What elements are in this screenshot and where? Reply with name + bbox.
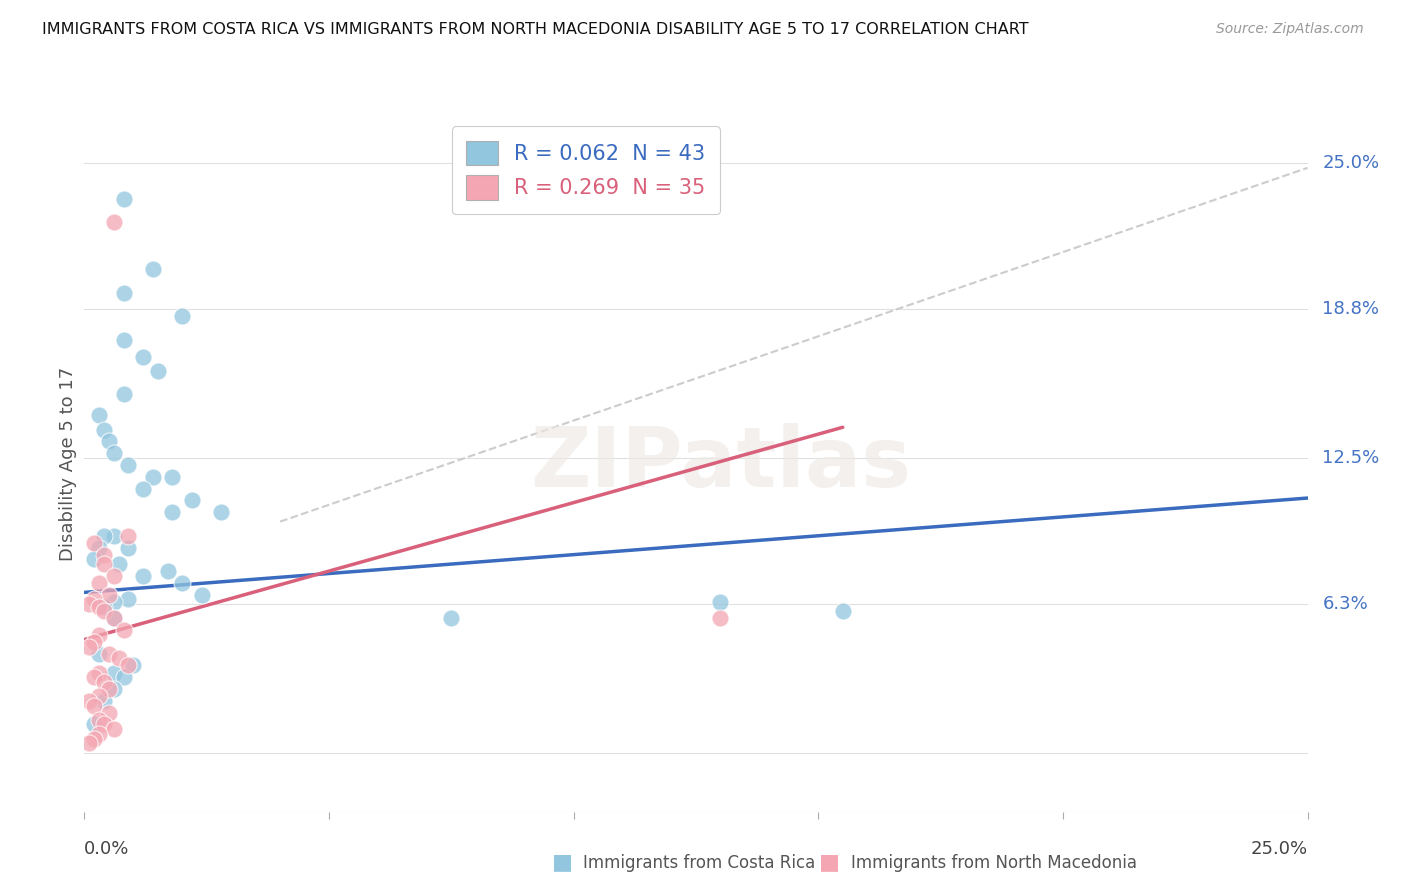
Point — [83, 552, 105, 566]
Point — [181, 493, 204, 508]
Point — [83, 536, 105, 550]
Point — [117, 658, 139, 673]
Point — [112, 192, 135, 206]
Point — [112, 387, 135, 401]
Point — [77, 736, 100, 750]
Point — [87, 689, 110, 703]
Point — [93, 557, 115, 571]
Point — [83, 717, 105, 731]
Text: IMMIGRANTS FROM COSTA RICA VS IMMIGRANTS FROM NORTH MACEDONIA DISABILITY AGE 5 T: IMMIGRANTS FROM COSTA RICA VS IMMIGRANTS… — [42, 22, 1029, 37]
Point — [87, 599, 110, 614]
Text: ■: ■ — [553, 853, 572, 872]
Text: 0.0%: 0.0% — [84, 840, 129, 858]
Text: 25.0%: 25.0% — [1250, 840, 1308, 858]
Point — [146, 364, 169, 378]
Point — [112, 623, 135, 637]
Point — [87, 576, 110, 591]
Point — [122, 658, 145, 673]
Point — [440, 611, 463, 625]
Point — [97, 706, 120, 720]
Point — [87, 541, 110, 555]
Point — [83, 635, 105, 649]
Point — [162, 505, 184, 519]
Point — [87, 647, 110, 661]
Point — [132, 569, 155, 583]
Point — [93, 675, 115, 690]
Point — [83, 698, 105, 713]
Text: 12.5%: 12.5% — [1322, 449, 1379, 467]
Text: Source: ZipAtlas.com: Source: ZipAtlas.com — [1216, 22, 1364, 37]
Y-axis label: Disability Age 5 to 17: Disability Age 5 to 17 — [59, 367, 77, 561]
Point — [117, 541, 139, 555]
Point — [117, 458, 139, 472]
Point — [97, 647, 120, 661]
Point — [87, 409, 110, 423]
Point — [117, 592, 139, 607]
Point — [162, 470, 184, 484]
Point — [77, 640, 100, 654]
Point — [103, 595, 125, 609]
Point — [83, 670, 105, 684]
Point — [83, 731, 105, 746]
Point — [87, 628, 110, 642]
Point — [112, 285, 135, 300]
Point — [112, 333, 135, 347]
Point — [77, 597, 100, 611]
Point — [83, 592, 105, 607]
Point — [132, 350, 155, 364]
Point — [172, 576, 194, 591]
Point — [97, 434, 120, 449]
Point — [87, 713, 110, 727]
Point — [107, 651, 129, 665]
Point — [93, 717, 115, 731]
Point — [103, 569, 125, 583]
Point — [191, 588, 214, 602]
Point — [709, 611, 731, 625]
Point — [209, 505, 232, 519]
Text: 25.0%: 25.0% — [1322, 154, 1379, 172]
Text: ZIPatlas: ZIPatlas — [530, 424, 911, 504]
Point — [103, 529, 125, 543]
Text: Immigrants from North Macedonia: Immigrants from North Macedonia — [851, 855, 1136, 872]
Point — [107, 557, 129, 571]
Point — [103, 446, 125, 460]
Point — [93, 548, 115, 562]
Point — [112, 670, 135, 684]
Text: 6.3%: 6.3% — [1322, 595, 1368, 613]
Point — [103, 611, 125, 625]
Point — [103, 215, 125, 229]
Point — [132, 482, 155, 496]
Point — [103, 611, 125, 625]
Point — [142, 262, 165, 277]
Point — [117, 529, 139, 543]
Point — [93, 604, 115, 618]
Point — [172, 310, 194, 324]
Text: Immigrants from Costa Rica: Immigrants from Costa Rica — [583, 855, 815, 872]
Point — [93, 694, 115, 708]
Point — [103, 665, 125, 680]
Point — [97, 682, 120, 697]
Legend: R = 0.062  N = 43, R = 0.269  N = 35: R = 0.062 N = 43, R = 0.269 N = 35 — [451, 127, 720, 214]
Point — [87, 727, 110, 741]
Point — [93, 599, 115, 614]
Point — [103, 722, 125, 736]
Point — [709, 595, 731, 609]
Point — [87, 665, 110, 680]
Point — [831, 604, 853, 618]
Point — [93, 529, 115, 543]
Text: 18.8%: 18.8% — [1322, 301, 1379, 318]
Point — [156, 564, 179, 578]
Text: ■: ■ — [820, 853, 839, 872]
Point — [142, 470, 165, 484]
Point — [93, 423, 115, 437]
Point — [103, 682, 125, 697]
Point — [77, 694, 100, 708]
Point — [97, 588, 120, 602]
